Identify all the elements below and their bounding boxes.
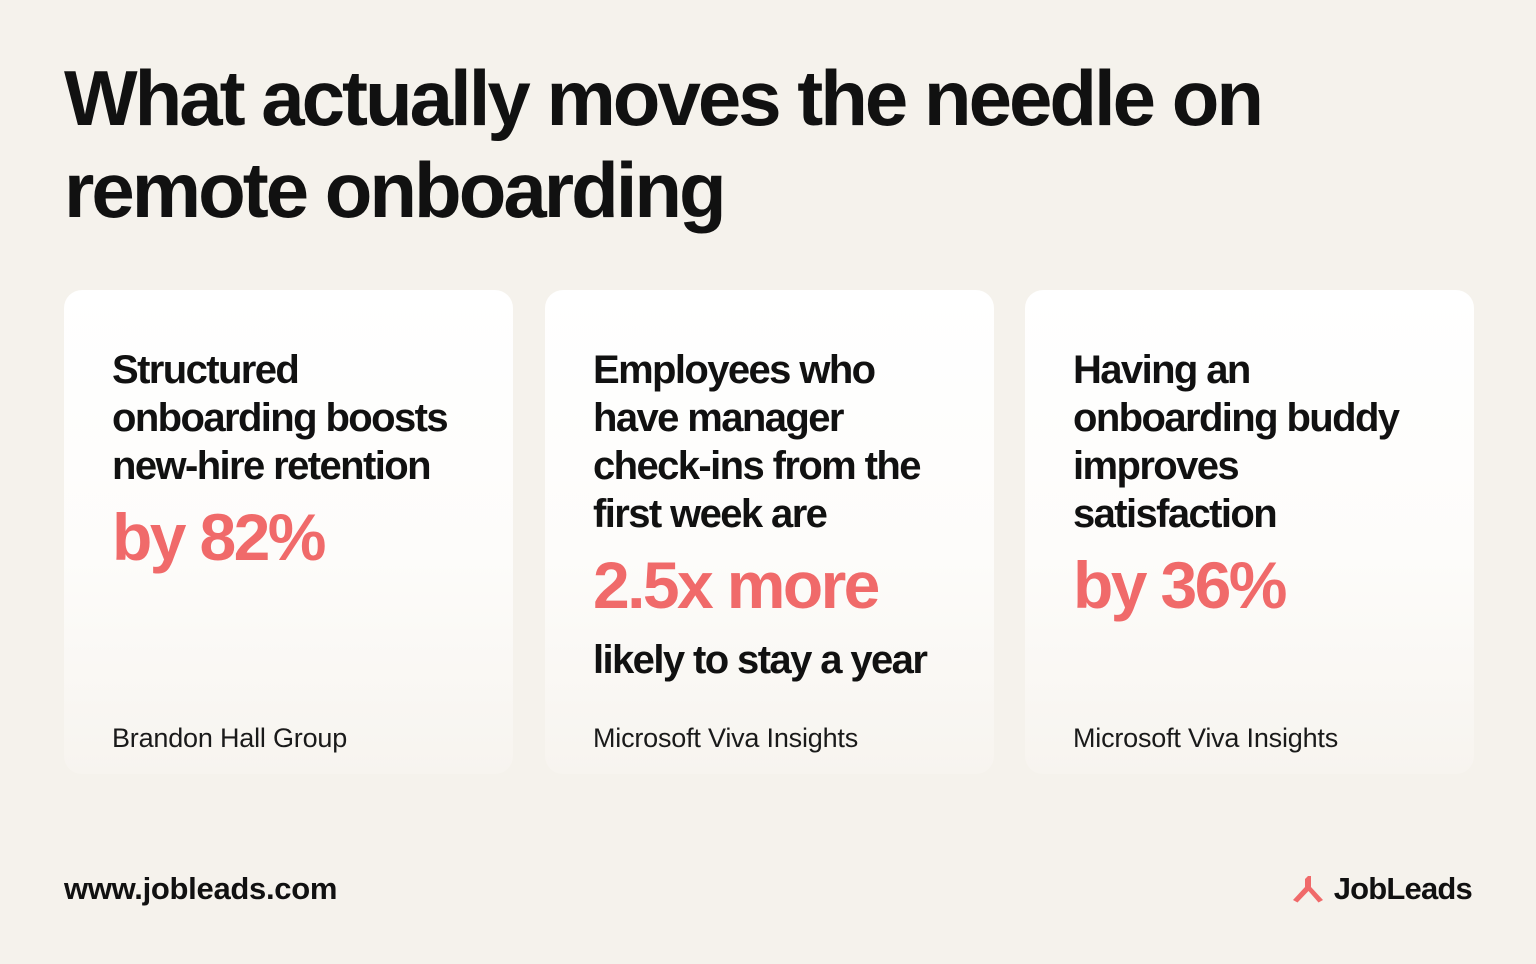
stat-card-retention: Structured onboarding boosts new-hire re… (64, 290, 513, 774)
stat-highlight: 2.5x more (593, 548, 880, 622)
stat-card-text: Having an onboarding buddy improves sati… (1073, 346, 1453, 632)
stat-text-line: satisfaction (1073, 492, 1278, 536)
headline-line-1: What actually moves the needle on (64, 54, 1264, 142)
stat-source: Microsoft Viva Insights (593, 723, 859, 753)
stat-text-line: have manager (593, 396, 844, 440)
headline: What actually moves the needle on remote… (64, 52, 1464, 236)
stat-highlight: by 82% (112, 500, 326, 574)
brand-logo: JobLeads (1290, 870, 1473, 908)
stat-text-line: Employees who (593, 348, 876, 392)
stat-card-text: Employees who have manager check-ins fro… (593, 346, 973, 684)
brand-name: JobLeads (1333, 871, 1473, 906)
stat-source: Microsoft Viva Insights (1073, 723, 1339, 753)
stat-text-line: Having an (1073, 348, 1251, 392)
stat-text-after: likely to stay a year (593, 638, 928, 682)
jobleads-logo-icon (1292, 876, 1323, 903)
stat-text-line: first week are (593, 492, 828, 536)
stat-text-line: onboarding buddy (1073, 396, 1400, 440)
footer-website-link[interactable]: www.jobleads.com (64, 871, 338, 906)
stat-text-line: check-ins from the (593, 444, 921, 488)
stat-source: Brandon Hall Group (112, 723, 348, 753)
stat-text-line: onboarding boosts (112, 396, 449, 440)
stat-text-line: new-hire retention (112, 444, 432, 488)
headline-line-2: remote onboarding (64, 146, 727, 234)
stat-card-text: Structured onboarding boosts new-hire re… (112, 346, 492, 584)
stat-highlight: by 36% (1073, 548, 1287, 622)
stat-card-manager-checkins: Employees who have manager check-ins fro… (545, 290, 994, 774)
stat-text-line: Structured (112, 348, 300, 392)
stat-card-onboarding-buddy: Having an onboarding buddy improves sati… (1025, 290, 1474, 774)
stat-text-line: improves (1073, 444, 1240, 488)
